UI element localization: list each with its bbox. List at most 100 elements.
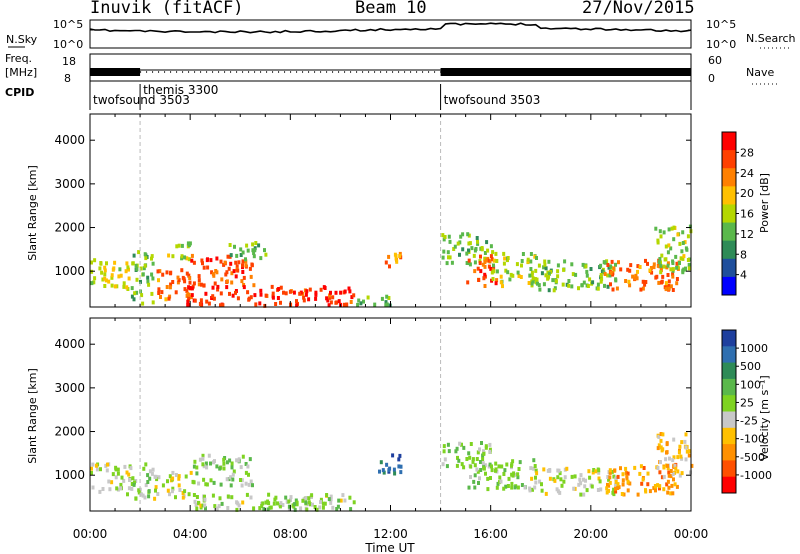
data-cell xyxy=(619,466,622,471)
data-cell xyxy=(594,469,598,474)
data-cell xyxy=(681,256,685,261)
data-cell xyxy=(479,460,482,464)
data-cell xyxy=(205,482,209,487)
data-cell xyxy=(501,284,504,289)
data-cell xyxy=(614,277,618,282)
data-cell xyxy=(331,295,335,300)
nsky-trace xyxy=(89,22,692,34)
data-cell xyxy=(471,457,475,462)
data-cell xyxy=(495,259,499,263)
data-cell xyxy=(335,300,339,305)
data-cell xyxy=(659,234,663,239)
data-cell xyxy=(219,482,223,487)
data-cell xyxy=(537,283,541,288)
data-cell xyxy=(166,488,170,493)
data-cell xyxy=(531,276,535,281)
data-cell xyxy=(90,260,93,265)
data-cell xyxy=(556,269,560,274)
data-cell xyxy=(310,493,314,498)
data-cell xyxy=(228,458,232,463)
data-cell xyxy=(517,467,521,471)
data-cell xyxy=(441,233,445,238)
data-cell xyxy=(185,271,189,276)
data-cell xyxy=(307,496,311,501)
data-cell xyxy=(125,261,129,266)
data-cell xyxy=(156,492,160,496)
data-cell xyxy=(633,465,637,470)
data-cell xyxy=(684,432,688,437)
data-cell xyxy=(505,462,509,467)
data-cell xyxy=(606,284,610,289)
data-cell xyxy=(664,287,668,292)
data-cell xyxy=(499,274,503,279)
data-cell xyxy=(574,272,578,277)
data-cell xyxy=(567,283,571,288)
data-cell xyxy=(557,468,561,473)
data-cell xyxy=(458,240,462,245)
data-cell xyxy=(443,457,447,462)
data-cell xyxy=(506,484,510,488)
cpid-mode-label: twofsound 3503 xyxy=(93,93,190,107)
data-cell xyxy=(624,470,628,475)
data-cell xyxy=(227,266,231,271)
data-cell xyxy=(244,263,248,268)
data-cell xyxy=(652,262,656,267)
data-cell xyxy=(491,277,495,281)
data-cell xyxy=(475,467,479,472)
data-cell xyxy=(479,269,483,274)
data-cell xyxy=(446,250,450,255)
data-cell xyxy=(103,276,107,281)
data-cell xyxy=(350,295,354,300)
data-cell xyxy=(339,498,343,503)
data-cell xyxy=(687,266,691,271)
data-cell xyxy=(494,251,498,256)
data-cell xyxy=(216,284,220,289)
data-cell xyxy=(148,476,152,481)
data-cell xyxy=(106,462,109,467)
data-cell xyxy=(666,479,670,484)
y-tick-label: 4000 xyxy=(54,337,85,351)
data-cell xyxy=(183,255,187,260)
data-cell xyxy=(483,463,487,468)
data-cell xyxy=(147,282,151,287)
data-cell xyxy=(140,492,143,497)
data-cell xyxy=(345,302,349,307)
data-cell xyxy=(177,243,181,248)
data-cell xyxy=(652,486,656,491)
data-cell xyxy=(385,302,389,307)
data-cell xyxy=(221,303,225,308)
data-cell xyxy=(132,297,136,302)
data-cell xyxy=(562,479,566,484)
data-cell xyxy=(103,265,107,270)
data-cell xyxy=(323,501,327,506)
data-cell xyxy=(469,464,473,469)
time-tick-label: 12:00 xyxy=(373,527,408,541)
data-cell xyxy=(456,241,460,246)
data-cell xyxy=(295,502,299,507)
data-cell xyxy=(247,296,251,301)
data-cell xyxy=(329,290,332,295)
data-cell xyxy=(174,290,178,295)
data-cell xyxy=(385,294,389,299)
data-cell xyxy=(619,267,623,272)
data-cell xyxy=(528,488,532,493)
data-cell xyxy=(236,268,240,273)
data-cell xyxy=(185,256,189,261)
data-cell xyxy=(646,482,650,487)
data-cell xyxy=(166,479,169,484)
data-cell xyxy=(209,461,212,466)
data-cell xyxy=(581,262,585,267)
data-cell xyxy=(137,250,141,255)
data-cell xyxy=(523,485,527,490)
data-cell xyxy=(570,284,574,289)
data-cell xyxy=(675,261,679,266)
data-cell xyxy=(279,501,283,506)
nsearch-tick-bottom: 10^0 xyxy=(706,38,736,51)
data-cell xyxy=(599,279,603,284)
data-cell xyxy=(441,255,445,260)
data-cell xyxy=(626,488,630,493)
data-cell xyxy=(540,482,543,487)
data-cell xyxy=(193,298,197,303)
data-cell xyxy=(561,282,565,287)
data-cell xyxy=(307,500,311,505)
